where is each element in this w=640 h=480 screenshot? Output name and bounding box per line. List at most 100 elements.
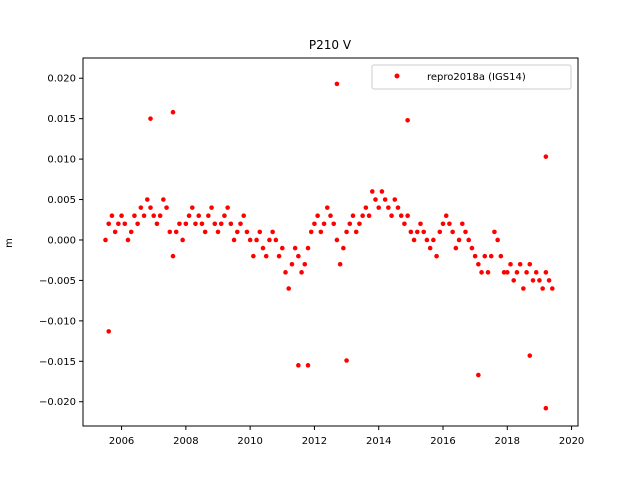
data-point (353, 229, 359, 235)
data-point (308, 229, 314, 235)
plot-frame (82, 57, 579, 427)
y-tick-label: −0.005 (39, 276, 76, 287)
data-point (369, 189, 375, 194)
data-point (119, 213, 124, 219)
data-point (443, 213, 449, 219)
data-point (543, 270, 549, 275)
data-point (225, 205, 230, 210)
data-point (238, 221, 243, 227)
data-point (231, 237, 237, 243)
data-point (173, 229, 179, 235)
data-point (328, 213, 333, 219)
data-point (366, 213, 372, 219)
data-point (276, 253, 282, 259)
y-tick-label: 0.020 (47, 74, 76, 85)
data-point (161, 197, 166, 202)
data-point (456, 237, 462, 243)
data-point (363, 205, 369, 210)
data-point (260, 245, 266, 251)
data-point (521, 286, 526, 291)
data-point (157, 213, 163, 219)
data-point (122, 221, 128, 227)
data-point (533, 270, 539, 275)
data-point (466, 237, 472, 243)
data-point (434, 253, 439, 259)
data-point (222, 213, 227, 219)
data-point (299, 270, 304, 275)
data-point (244, 229, 250, 235)
data-point (337, 261, 343, 267)
data-point (476, 372, 481, 378)
data-point (350, 213, 356, 219)
y-axis: −0.020 −0.015 −0.010 −0.005 0.000 0.005 0.010 0… (39, 74, 83, 408)
y-tick-label: 0.010 (47, 155, 76, 166)
data-point (414, 229, 420, 235)
x-tick-label: 2018 (495, 436, 520, 447)
data-point (527, 353, 533, 358)
data-point (183, 221, 189, 227)
data-point (128, 229, 134, 235)
data-point (254, 237, 259, 243)
data-point (411, 237, 417, 243)
data-point (492, 229, 497, 235)
legend: repro2018a (IGS14) (371, 64, 572, 90)
x-tick-label: 2016 (430, 436, 455, 447)
data-point (479, 270, 484, 275)
data-point (292, 245, 298, 251)
data-point (540, 286, 545, 291)
x-tick-label: 2008 (173, 436, 198, 447)
data-point (537, 278, 542, 283)
y-tick-label: 0.000 (47, 235, 76, 246)
data-point (218, 221, 224, 227)
y-axis-label: m (4, 238, 15, 248)
data-point (530, 278, 536, 283)
data-point (408, 229, 414, 235)
data-point (103, 237, 108, 243)
data-point (418, 221, 423, 227)
data-points (103, 81, 555, 411)
data-point (389, 213, 394, 219)
y-tick-label: −0.020 (39, 397, 76, 408)
x-tick-label: 2020 (559, 436, 584, 447)
data-point (167, 229, 173, 235)
data-point (398, 213, 404, 219)
data-point (209, 205, 214, 210)
data-point (527, 261, 533, 267)
data-point (132, 213, 137, 219)
data-point (283, 270, 288, 275)
data-point (549, 286, 555, 291)
data-point (164, 205, 169, 210)
data-point (476, 261, 481, 267)
data-point (498, 253, 504, 259)
data-point (202, 229, 208, 235)
data-point (144, 197, 150, 202)
data-point (141, 213, 147, 219)
data-point (379, 189, 385, 194)
data-point (125, 237, 131, 243)
data-point (482, 253, 488, 259)
data-point (286, 286, 292, 291)
data-point (296, 253, 301, 259)
data-point (257, 229, 263, 235)
data-point (331, 221, 337, 227)
x-tick-label: 2006 (109, 436, 134, 447)
data-point (324, 205, 330, 210)
data-point (279, 245, 285, 251)
data-point (135, 221, 140, 227)
legend-marker (394, 73, 400, 79)
data-point (501, 270, 507, 275)
data-point (386, 205, 391, 210)
data-point (344, 229, 349, 235)
y-tick-label: 0.005 (47, 195, 76, 206)
y-tick-label: 0.015 (47, 114, 76, 125)
data-point (315, 213, 320, 219)
data-point (453, 245, 459, 251)
data-point (312, 221, 317, 227)
data-point (405, 213, 410, 219)
data-point (186, 213, 192, 219)
data-point (495, 237, 500, 243)
data-point (440, 221, 446, 227)
data-point (431, 237, 436, 243)
data-point (170, 109, 176, 115)
